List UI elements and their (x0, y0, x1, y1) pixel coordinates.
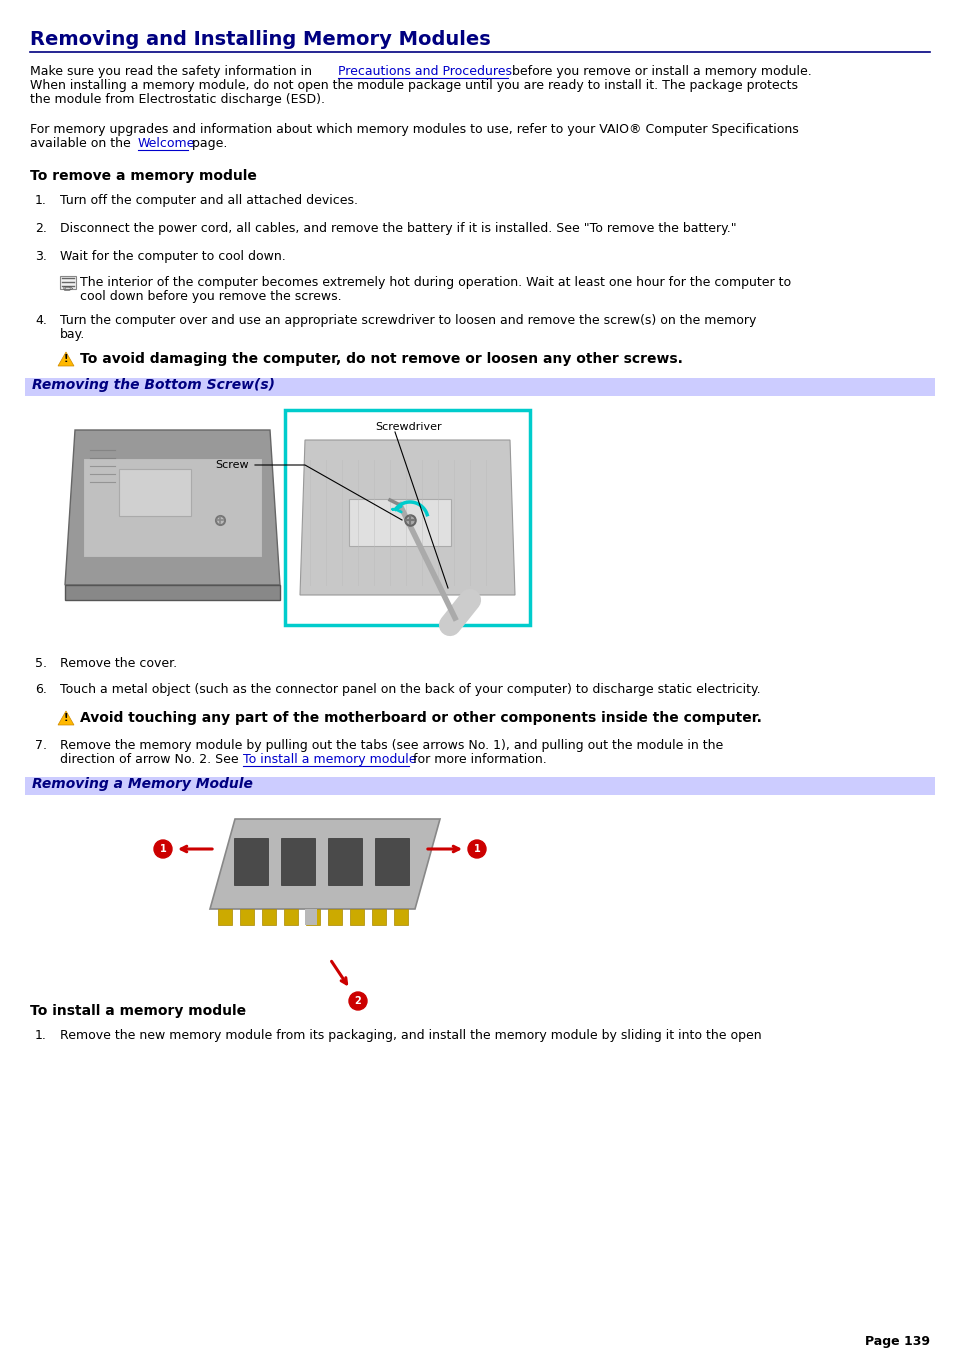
Polygon shape (299, 440, 515, 594)
Text: !: ! (64, 713, 69, 723)
Text: available on the: available on the (30, 136, 134, 150)
Text: The interior of the computer becomes extremely hot during operation. Wait at lea: The interior of the computer becomes ext… (80, 276, 790, 289)
Circle shape (153, 840, 172, 858)
FancyBboxPatch shape (284, 909, 297, 925)
FancyBboxPatch shape (60, 400, 579, 635)
Text: Remove the memory module by pulling out the tabs (see arrows No. 1), and pulling: Remove the memory module by pulling out … (60, 739, 722, 753)
FancyBboxPatch shape (305, 909, 316, 925)
Polygon shape (58, 711, 74, 725)
Text: 1: 1 (159, 844, 166, 854)
Text: Disconnect the power cord, all cables, and remove the battery if it is installed: Disconnect the power cord, all cables, a… (60, 222, 736, 235)
Polygon shape (65, 430, 280, 585)
Text: Screwdriver: Screwdriver (375, 422, 441, 432)
Text: 5.: 5. (35, 657, 47, 670)
Text: Turn off the computer and all attached devices.: Turn off the computer and all attached d… (60, 195, 357, 207)
FancyBboxPatch shape (285, 409, 530, 626)
Text: the module from Electrostatic discharge (ESD).: the module from Electrostatic discharge … (30, 93, 325, 105)
FancyBboxPatch shape (349, 499, 451, 546)
Polygon shape (65, 585, 280, 600)
Text: For memory upgrades and information about which memory modules to use, refer to : For memory upgrades and information abou… (30, 123, 798, 136)
Text: bay.: bay. (60, 328, 85, 340)
Text: To remove a memory module: To remove a memory module (30, 169, 256, 182)
Text: Touch a metal object (such as the connector panel on the back of your computer) : Touch a metal object (such as the connec… (60, 684, 760, 696)
Text: 2: 2 (355, 996, 361, 1006)
Text: before you remove or install a memory module.: before you remove or install a memory mo… (507, 65, 811, 78)
Text: Wait for the computer to cool down.: Wait for the computer to cool down. (60, 250, 286, 263)
Text: 6.: 6. (35, 684, 47, 696)
Text: cool down before you remove the screws.: cool down before you remove the screws. (80, 290, 341, 303)
Text: Turn the computer over and use an appropriate screwdriver to loosen and remove t: Turn the computer over and use an approp… (60, 313, 756, 327)
Text: Page 139: Page 139 (864, 1335, 929, 1348)
Text: Make sure you read the safety information in: Make sure you read the safety informatio… (30, 65, 315, 78)
FancyBboxPatch shape (375, 838, 409, 885)
FancyBboxPatch shape (83, 458, 262, 557)
Text: Remove the cover.: Remove the cover. (60, 657, 177, 670)
Text: 2.: 2. (35, 222, 47, 235)
Circle shape (349, 992, 367, 1011)
FancyBboxPatch shape (262, 909, 275, 925)
Text: !: ! (64, 354, 69, 363)
Text: 4.: 4. (35, 313, 47, 327)
Polygon shape (58, 353, 74, 366)
FancyBboxPatch shape (281, 838, 314, 885)
Text: 1.: 1. (35, 1029, 47, 1042)
FancyBboxPatch shape (25, 378, 934, 396)
Text: 1.: 1. (35, 195, 47, 207)
FancyBboxPatch shape (328, 909, 341, 925)
Text: direction of arrow No. 2. See: direction of arrow No. 2. See (60, 753, 242, 766)
Text: 7.: 7. (35, 739, 47, 753)
Text: Removing the Bottom Screw(s): Removing the Bottom Screw(s) (32, 378, 274, 392)
Text: To install a memory module: To install a memory module (30, 1004, 246, 1019)
FancyBboxPatch shape (233, 838, 268, 885)
Text: ✏: ✏ (63, 282, 73, 296)
Text: Removing a Memory Module: Removing a Memory Module (32, 777, 253, 790)
Text: for more information.: for more information. (409, 753, 546, 766)
Polygon shape (210, 819, 439, 909)
Text: 1: 1 (473, 844, 480, 854)
Text: Removing and Installing Memory Modules: Removing and Installing Memory Modules (30, 30, 490, 49)
Text: When installing a memory module, do not open the module package until you are re: When installing a memory module, do not … (30, 78, 797, 92)
FancyBboxPatch shape (25, 777, 934, 794)
FancyBboxPatch shape (240, 909, 253, 925)
Text: To avoid damaging the computer, do not remove or loosen any other screws.: To avoid damaging the computer, do not r… (80, 353, 682, 366)
Text: 3.: 3. (35, 250, 47, 263)
Text: Screw: Screw (214, 459, 249, 470)
FancyBboxPatch shape (372, 909, 386, 925)
Text: To install a memory module: To install a memory module (243, 753, 416, 766)
FancyBboxPatch shape (350, 909, 364, 925)
Text: Avoid touching any part of the motherboard or other components inside the comput: Avoid touching any part of the motherboa… (80, 711, 761, 725)
Text: Welcome: Welcome (138, 136, 195, 150)
FancyBboxPatch shape (60, 276, 76, 289)
Text: page.: page. (188, 136, 227, 150)
FancyBboxPatch shape (328, 838, 361, 885)
FancyBboxPatch shape (218, 909, 232, 925)
Text: Precautions and Procedures: Precautions and Procedures (337, 65, 512, 78)
FancyBboxPatch shape (306, 909, 319, 925)
Text: Remove the new memory module from its packaging, and install the memory module b: Remove the new memory module from its pa… (60, 1029, 760, 1042)
FancyBboxPatch shape (394, 909, 408, 925)
FancyBboxPatch shape (119, 469, 191, 516)
Circle shape (468, 840, 485, 858)
